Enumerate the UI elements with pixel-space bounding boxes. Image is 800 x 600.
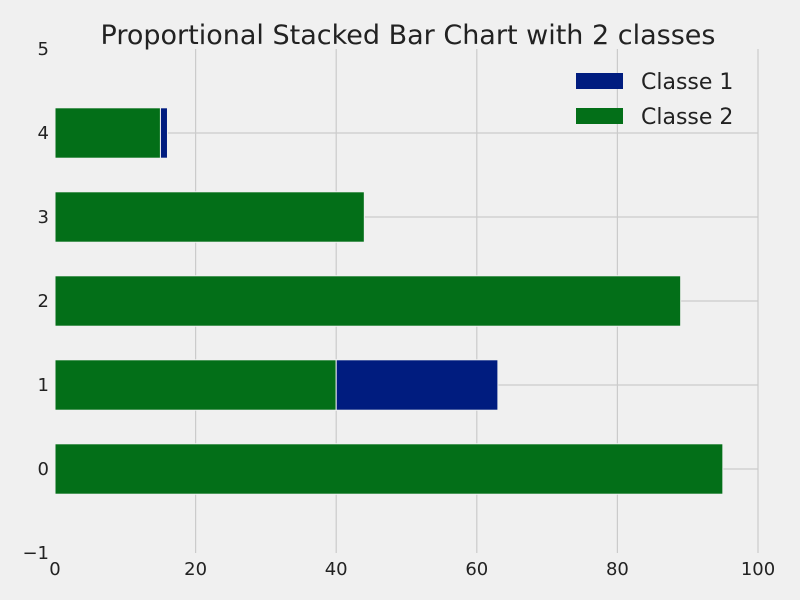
y-tick-label: 4 [38,123,49,144]
bar-classe-2-3 [54,191,365,243]
x-tick-label: 60 [465,559,488,580]
bar-classe-2-1 [54,359,337,411]
bar-classe-2-4 [54,107,161,159]
bar-classe-1-1 [335,359,499,411]
y-tick-label: 2 [38,291,49,312]
legend-swatch-classe-1 [576,73,623,89]
y-axis-ticks: −1 0 1 2 3 4 5 [22,39,49,564]
y-tick-label: 1 [38,375,49,396]
x-tick-label: 0 [49,559,60,580]
legend: Classe 1 Classe 2 [576,70,733,130]
bars [54,107,724,495]
y-tick-label: 3 [38,207,49,228]
x-tick-label: 100 [741,559,775,580]
y-tick-label: 5 [38,39,49,60]
x-axis-ticks: 0 20 40 60 80 100 [49,559,775,580]
bar-classe-1-4 [159,107,168,159]
chart-title: Proportional Stacked Bar Chart with 2 cl… [101,20,716,51]
bar-classe-2-2 [54,275,682,327]
y-tick-label: −1 [22,543,49,564]
y-tick-label: 0 [38,459,49,480]
x-tick-label: 40 [325,559,348,580]
legend-label-classe-2: Classe 2 [641,105,733,130]
bar-classe-2-0 [54,443,724,495]
x-tick-label: 80 [606,559,629,580]
legend-swatch-classe-2 [576,108,623,124]
x-tick-label: 20 [184,559,207,580]
legend-label-classe-1: Classe 1 [641,70,733,95]
